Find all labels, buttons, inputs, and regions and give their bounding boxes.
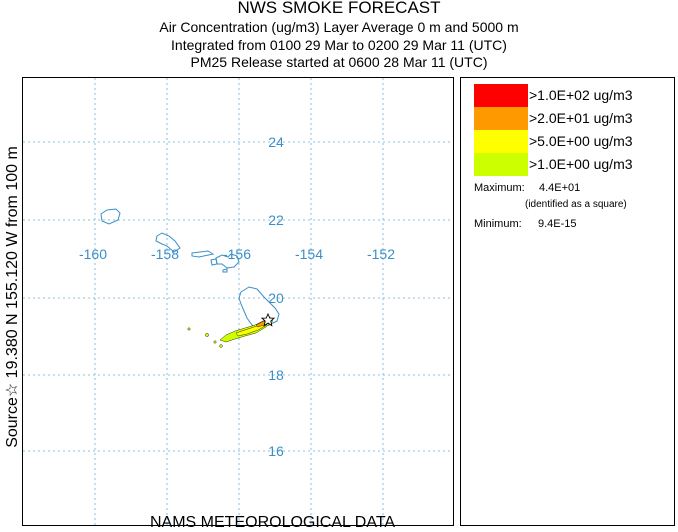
legend-panel: >1.0E+02 ug/m3 >2.0E+01 ug/m3 >5.0E+00 u…	[460, 77, 675, 526]
maximum-value: 4.4E+01	[539, 182, 581, 194]
lon-label-154: -154	[295, 246, 323, 262]
release-start: PM25 Release started at 0600 28 Mar 11 (…	[190, 54, 488, 70]
legend-item-level-3: >5.0E+00 ug/m3	[474, 130, 674, 153]
plume-fleck-1	[187, 327, 191, 331]
minimum-value: 9.4E-15	[538, 218, 577, 230]
legend-swatch	[474, 84, 528, 107]
graticule	[23, 78, 453, 525]
met-data-source: NAMS METEOROLOGICAL DATA	[150, 514, 396, 531]
plume-fleck-3	[213, 340, 217, 344]
molokai-island	[191, 250, 215, 258]
hawaii-big-island	[238, 286, 280, 330]
smoke-plume	[187, 316, 274, 348]
legend-label: >1.0E+02 ug/m3	[529, 87, 633, 103]
maximum-label: Maximum:	[474, 182, 525, 194]
lat-label-24: 24	[268, 134, 284, 150]
lat-label-18: 18	[268, 367, 284, 383]
lon-label-156: -156	[223, 246, 251, 262]
source-location-label: Source☆ 19.380 N 155.120 W from 100 m	[4, 146, 21, 448]
minimum-label: Minimum:	[474, 218, 522, 230]
lat-label-20: 20	[268, 290, 284, 306]
legend-swatch	[474, 107, 528, 130]
layer-description: Air Concentration (ug/m3) Layer Average …	[159, 19, 519, 35]
maui-island	[215, 253, 240, 269]
legend-label: >5.0E+00 ug/m3	[529, 133, 633, 149]
map-canvas: 24 22 20 18 16 -160 -158 -156 -154 -152	[23, 78, 453, 525]
legend-item-level-2: >2.0E+01 ug/m3	[474, 107, 674, 130]
plume-fleck-2	[205, 333, 209, 337]
lon-label-158: -158	[151, 246, 179, 262]
plume-fleck-4	[219, 344, 223, 348]
oahu-island	[155, 232, 181, 253]
kahoolawe-island	[222, 268, 228, 273]
niihau-island	[100, 208, 121, 225]
legend-swatch	[474, 130, 528, 153]
map-panel: 24 22 20 18 16 -160 -158 -156 -154 -152	[22, 77, 454, 526]
lon-label-160: -160	[79, 246, 107, 262]
lon-label-152: -152	[367, 246, 395, 262]
star-icon	[260, 312, 276, 327]
legend-item-level-1: >1.0E+02 ug/m3	[474, 84, 674, 107]
maximum-note: (identified as a square)	[525, 199, 627, 210]
legend-label: >2.0E+01 ug/m3	[529, 110, 633, 126]
forecast-title: NWS SMOKE FORECAST	[237, 0, 441, 17]
legend-label: >1.0E+00 ug/m3	[529, 156, 633, 172]
legend-item-level-4: >1.0E+00 ug/m3	[474, 153, 674, 176]
lat-label-22: 22	[268, 212, 284, 228]
legend-swatch	[474, 153, 528, 176]
lat-label-16: 16	[268, 443, 284, 459]
coastlines	[100, 208, 280, 330]
integration-period: Integrated from 0100 29 Mar to 0200 29 M…	[171, 37, 507, 53]
